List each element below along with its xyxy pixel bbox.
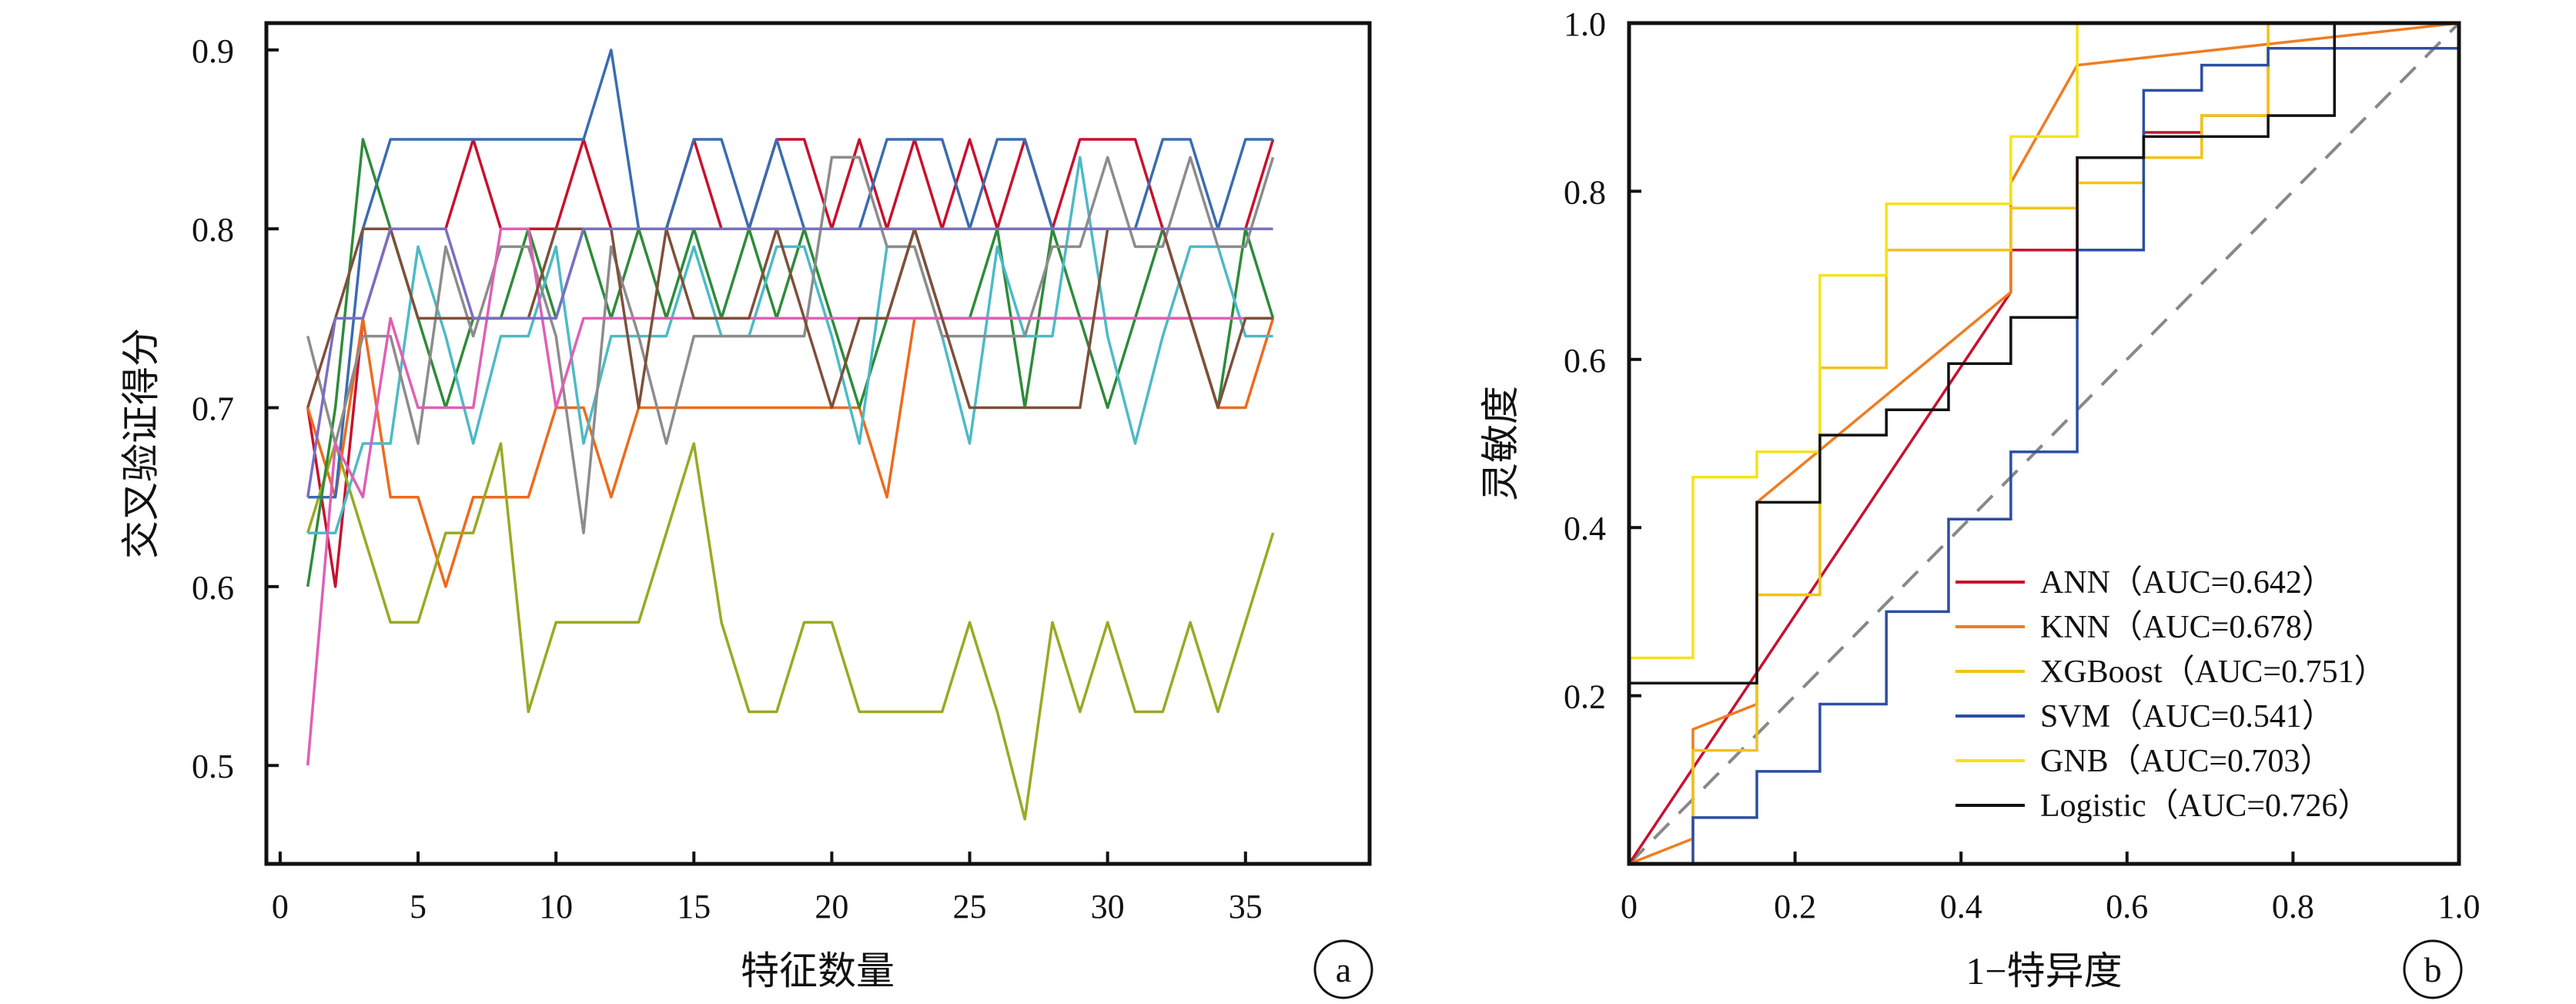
panel-a-y-axis-label: 交叉验证得分: [119, 328, 162, 559]
panel-b-y-tick-label: 0.6: [1564, 342, 1606, 380]
panel-b-x-tick-label: 0.4: [1940, 888, 1982, 925]
panel-a-series-line-7: [306, 156, 1275, 534]
panel-a-x-tick-label: 25: [953, 888, 987, 925]
panel-a-x-axis-label: 特征数量: [741, 949, 895, 992]
panel-b-y-tick-label: 0.2: [1564, 678, 1606, 716]
panel-a-x-tick-label: 20: [815, 888, 848, 925]
panel-b-x-ticks: 0 0.2 0.4 0.6 0.8 1.0: [1621, 852, 2481, 925]
panel-b-badge: [2403, 939, 2463, 999]
panel-b: 0 0.2 0.4 0.6 0.8 1.0 0.2 0.4 0.6 0.8 1.0 1−特异度 灵…: [1479, 5, 2481, 999]
legend-auc-label: （AUC=0.642）: [2110, 565, 2334, 601]
panel-a: 0 5 10 15 20 25 30 35 0.5 0.6 0.7 0.8 0.9 特征数量 交叉验证…: [119, 21, 1373, 999]
panel-a-x-tick-label: 35: [1229, 888, 1263, 925]
panel-b-x-axis-label: 1−特异度: [1965, 949, 2122, 992]
panel-b-x-tick-label: 0: [1621, 888, 1638, 925]
panel-a-y-tick-label: 0.6: [192, 569, 234, 607]
panel-a-frame: [264, 21, 1372, 866]
panel-a-series-group: [306, 49, 1275, 821]
panel-a-badge-label: a: [1336, 950, 1351, 989]
panel-b-roc-curve-xgboost: [1629, 22, 2459, 865]
panel-b-y-axis-label: 灵敏度: [1479, 386, 1522, 501]
panel-a-series-line-1: [306, 138, 1275, 588]
panel-b-legend: ANN（AUC=0.642）KNN（AUC=0.678）XGBoost（AUC=…: [1955, 565, 2387, 824]
panel-a-x-ticks: 0 5 10 15 20 25 30 35: [272, 852, 1263, 925]
legend-entry-svm: SVM（AUC=0.541）: [2040, 699, 2334, 735]
panel-a-series-line-6: [307, 156, 1273, 534]
panel-a-y-tick-label: 0.8: [192, 211, 234, 249]
panel-a-x-tick-label: 0: [272, 888, 289, 925]
legend-series-name: ANN: [2040, 565, 2110, 601]
panel-a-badge: [1313, 939, 1373, 999]
panel-b-x-tick-label: 0.6: [2106, 888, 2148, 925]
panel-a-x-tick-label: 10: [539, 888, 573, 925]
panel-b-y-tick-label: 1.0: [1564, 5, 1606, 43]
panel-a-x-tick-label: 15: [677, 888, 711, 925]
panel-b-x-tick-label: 0.8: [2272, 888, 2314, 925]
panel-a-series-line-8: [306, 227, 1273, 766]
panel-a-y-ticks: 0.5 0.6 0.7 0.8 0.9: [192, 32, 279, 785]
panel-a-series-line-10: [306, 227, 1273, 497]
panel-a-x-tick-label: 30: [1091, 888, 1125, 925]
panel-b-x-tick-label: 1.0: [2438, 888, 2481, 925]
panel-b-y-tick-label: 0.4: [1564, 510, 1606, 547]
legend-series-name: SVM: [2040, 699, 2110, 735]
panel-b-roc-curve-svm: [1629, 47, 2459, 865]
panel-a-y-tick-label: 0.7: [192, 390, 234, 428]
legend-auc-label: （AUC=0.541）: [2110, 699, 2334, 735]
panel-a-x-tick-label: 5: [410, 888, 427, 925]
legend-auc-label: （AUC=0.726）: [2146, 788, 2370, 824]
legend-entry-knn: KNN（AUC=0.678）: [2040, 610, 2334, 645]
panel-b-series-group: [1628, 22, 2460, 865]
legend-entry-logistic: Logistic（AUC=0.726）: [2040, 788, 2370, 824]
legend-series-name: Logistic: [2040, 788, 2146, 824]
legend-auc-label: （AUC=0.678）: [2110, 610, 2334, 645]
panel-b-roc-curve-gnb: [1628, 22, 2459, 864]
panel-b-y-ticks: 0.2 0.4 0.6 0.8 1.0: [1564, 5, 1641, 716]
panel-b-reference-line: [1628, 22, 2461, 865]
legend-entry-gnb: GNB（AUC=0.703）: [2040, 744, 2333, 779]
panel-b-roc-curve-logistic: [1628, 22, 2459, 864]
panel-b-y-tick-label: 0.8: [1564, 173, 1606, 211]
legend-entry-ann: ANN（AUC=0.642）: [2040, 565, 2334, 601]
panel-b-badge-label: b: [2424, 950, 2442, 989]
panel-b-x-tick-label: 0.2: [1774, 888, 1816, 925]
panel-a-y-tick-label: 0.5: [192, 748, 234, 785]
legend-series-name: XGBoost: [2040, 654, 2163, 690]
panel-a-series-line-3: [306, 442, 1275, 821]
panel-b-frame: [1627, 21, 2461, 866]
legend-auc-label: （AUC=0.703）: [2109, 744, 2333, 779]
legend-series-name: KNN: [2040, 610, 2110, 645]
legend-auc-label: （AUC=0.751）: [2163, 654, 2387, 690]
panel-a-y-tick-label: 0.9: [192, 32, 234, 70]
legend-series-name: GNB: [2040, 744, 2109, 779]
legend-entry-xgboost: XGBoost（AUC=0.751）: [2040, 654, 2387, 690]
